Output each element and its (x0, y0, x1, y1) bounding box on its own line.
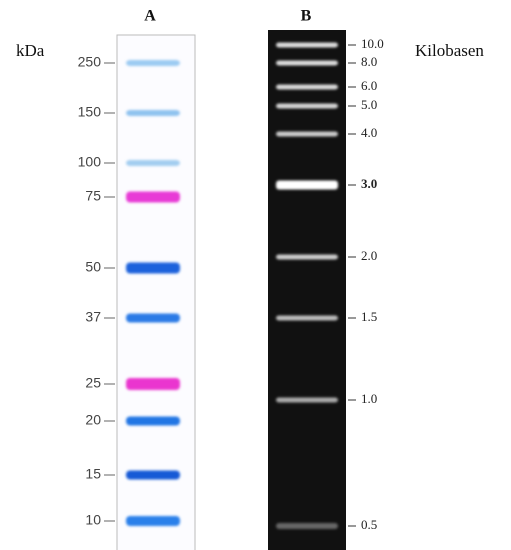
gel-figure: A B kDa Kilobasen 250 150 100 75 50 37 25 20 15 1… (0, 0, 511, 550)
dna-band (276, 85, 338, 90)
unit-label: kDa (16, 41, 45, 60)
protein-band (126, 60, 180, 66)
protein-band (126, 110, 180, 116)
band-label: 250 (78, 54, 102, 70)
dna-band (276, 398, 338, 403)
protein-band (126, 192, 180, 203)
dna-band (276, 523, 338, 529)
band-label: 100 (78, 154, 102, 170)
dna-band (276, 255, 338, 260)
band-label: 75 (85, 188, 101, 204)
band-label: 4.0 (361, 125, 377, 140)
band-label: 0.5 (361, 517, 377, 532)
dna-band (276, 132, 338, 137)
panel-label: B (301, 8, 312, 25)
protein-band (126, 160, 180, 166)
protein-band (126, 471, 180, 480)
protein-band (126, 378, 180, 390)
dna-band (276, 61, 338, 66)
band-label: 1.5 (361, 309, 377, 324)
band-label: 6.0 (361, 78, 377, 93)
band-label: 20 (85, 412, 101, 428)
protein-band (126, 417, 180, 426)
band-label: 10 (85, 512, 101, 528)
dna-band (276, 181, 338, 190)
band-label: 5.0 (361, 97, 377, 112)
band-label: 150 (78, 104, 102, 120)
band-label: 37 (85, 309, 101, 325)
band-label: 8.0 (361, 54, 377, 69)
band-label: 3.0 (361, 176, 377, 191)
protein-band (126, 263, 180, 274)
panel-label: A (144, 8, 156, 25)
dna-band (276, 43, 338, 48)
band-label: 1.0 (361, 391, 377, 406)
dna-band (276, 316, 338, 321)
unit-label: Kilobasen (415, 41, 484, 60)
band-label: 2.0 (361, 248, 377, 263)
band-label: 15 (85, 466, 101, 482)
band-label: 25 (85, 375, 101, 391)
protein-band (126, 516, 180, 526)
protein-band (126, 314, 180, 323)
band-label: 50 (85, 259, 101, 275)
dna-band (276, 104, 338, 109)
band-label: 10.0 (361, 36, 384, 51)
